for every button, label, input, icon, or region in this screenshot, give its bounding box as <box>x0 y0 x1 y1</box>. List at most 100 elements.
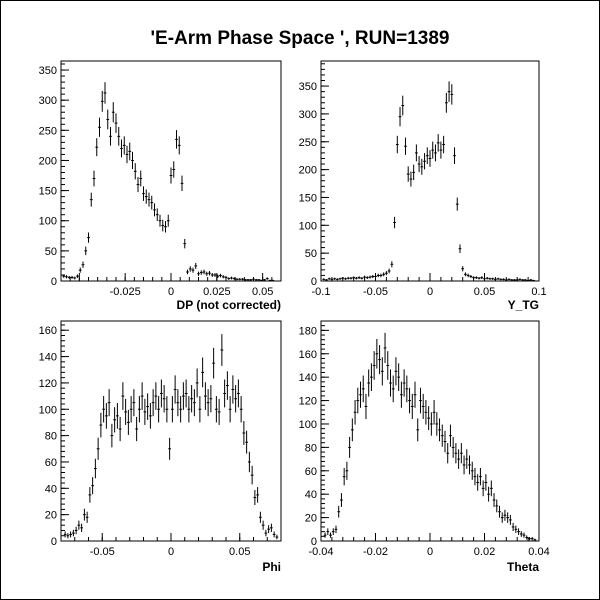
data-point <box>458 244 462 253</box>
data-point <box>227 277 231 280</box>
data-point <box>121 382 125 410</box>
x-tick-label: 0.04 <box>528 546 549 558</box>
data-point <box>116 403 119 429</box>
data-point <box>488 277 492 280</box>
y-tick-label: 180 <box>299 325 317 337</box>
plot-frame <box>60 320 282 542</box>
data-point <box>341 276 345 280</box>
data-point <box>186 269 189 275</box>
x-axis-title: Y_TG <box>508 298 539 312</box>
data-point <box>323 532 327 538</box>
data-point <box>77 520 81 530</box>
data-point <box>472 276 475 280</box>
data-point <box>400 381 403 408</box>
data-point <box>345 461 349 480</box>
data-point <box>406 166 410 182</box>
data-point <box>506 512 510 523</box>
data-point <box>208 270 211 276</box>
data-point <box>391 375 395 403</box>
y-tick-label: 150 <box>299 192 317 204</box>
data-point <box>209 385 213 413</box>
data-point <box>139 170 143 187</box>
data-point <box>368 275 372 279</box>
data-point <box>529 279 533 281</box>
data-point <box>165 396 169 423</box>
data-point <box>230 276 233 280</box>
data-point <box>275 534 279 540</box>
data-point <box>206 389 210 417</box>
data-point <box>322 278 326 281</box>
data-point <box>494 278 497 281</box>
data-point <box>430 412 433 436</box>
data-point <box>409 171 413 187</box>
y-tick-label: 100 <box>299 220 317 232</box>
data-point <box>326 528 330 535</box>
data-point <box>329 532 332 538</box>
y-tick-label: 350 <box>299 81 317 93</box>
data-point <box>398 107 402 127</box>
data-point <box>434 144 437 162</box>
data-point <box>94 458 97 479</box>
data-point <box>224 275 228 279</box>
panel-4: -0.04 -0.02 0 0.02 0.04 0 20 40 60 80 100 120 140 160… <box>299 320 550 574</box>
data-point <box>238 278 242 281</box>
data-point <box>124 398 127 425</box>
data-point <box>204 382 207 410</box>
data-point <box>357 276 361 280</box>
data-point <box>263 278 266 281</box>
data-point <box>532 279 535 281</box>
data-point <box>525 535 529 540</box>
data-point <box>338 277 342 280</box>
data-point <box>412 164 416 181</box>
data-point <box>176 389 180 417</box>
data-point <box>344 277 347 280</box>
data-point <box>164 221 167 233</box>
data-point <box>219 273 222 278</box>
data-point <box>146 393 149 420</box>
data-point <box>120 139 123 158</box>
data-point <box>113 407 116 433</box>
data-point <box>349 276 353 280</box>
data-point <box>451 436 455 458</box>
data-point <box>363 275 366 279</box>
data-point <box>365 276 369 280</box>
data-point <box>127 409 130 435</box>
y-tick-label: 200 <box>39 155 57 167</box>
y-tick-label: 50 <box>45 246 57 258</box>
data-point <box>259 511 262 523</box>
y-tick-label: 250 <box>299 137 317 149</box>
data-point <box>469 274 473 279</box>
data-point <box>235 278 239 281</box>
data-point <box>78 267 82 273</box>
data-point <box>401 95 405 116</box>
data-point <box>489 480 493 497</box>
data-point <box>515 279 519 281</box>
data-point <box>171 396 174 423</box>
data-point <box>526 279 530 281</box>
data-point <box>485 276 489 280</box>
data-point <box>342 467 346 486</box>
y-tick-label: 20 <box>45 510 57 522</box>
y-tick-label: 160 <box>299 349 317 361</box>
data-point <box>74 526 78 535</box>
data-point <box>102 396 105 423</box>
data-point <box>380 357 384 386</box>
data-point <box>162 385 166 413</box>
data-point <box>473 467 477 486</box>
data-point <box>385 271 388 276</box>
y-tick-label: 140 <box>299 372 317 384</box>
data-point <box>374 274 377 279</box>
data-point <box>100 90 104 112</box>
data-point <box>65 275 68 279</box>
data-point <box>519 531 523 537</box>
x-axis-title: Phi <box>262 560 281 574</box>
data-point <box>161 219 165 232</box>
y-tick-label: 0 <box>311 276 317 288</box>
data-point <box>419 387 422 414</box>
x-tick-label: -0.05 <box>90 546 115 558</box>
data-point <box>423 153 426 170</box>
data-point <box>231 375 235 404</box>
data-point <box>327 277 331 280</box>
data-point <box>427 406 430 431</box>
data-point <box>150 195 154 210</box>
